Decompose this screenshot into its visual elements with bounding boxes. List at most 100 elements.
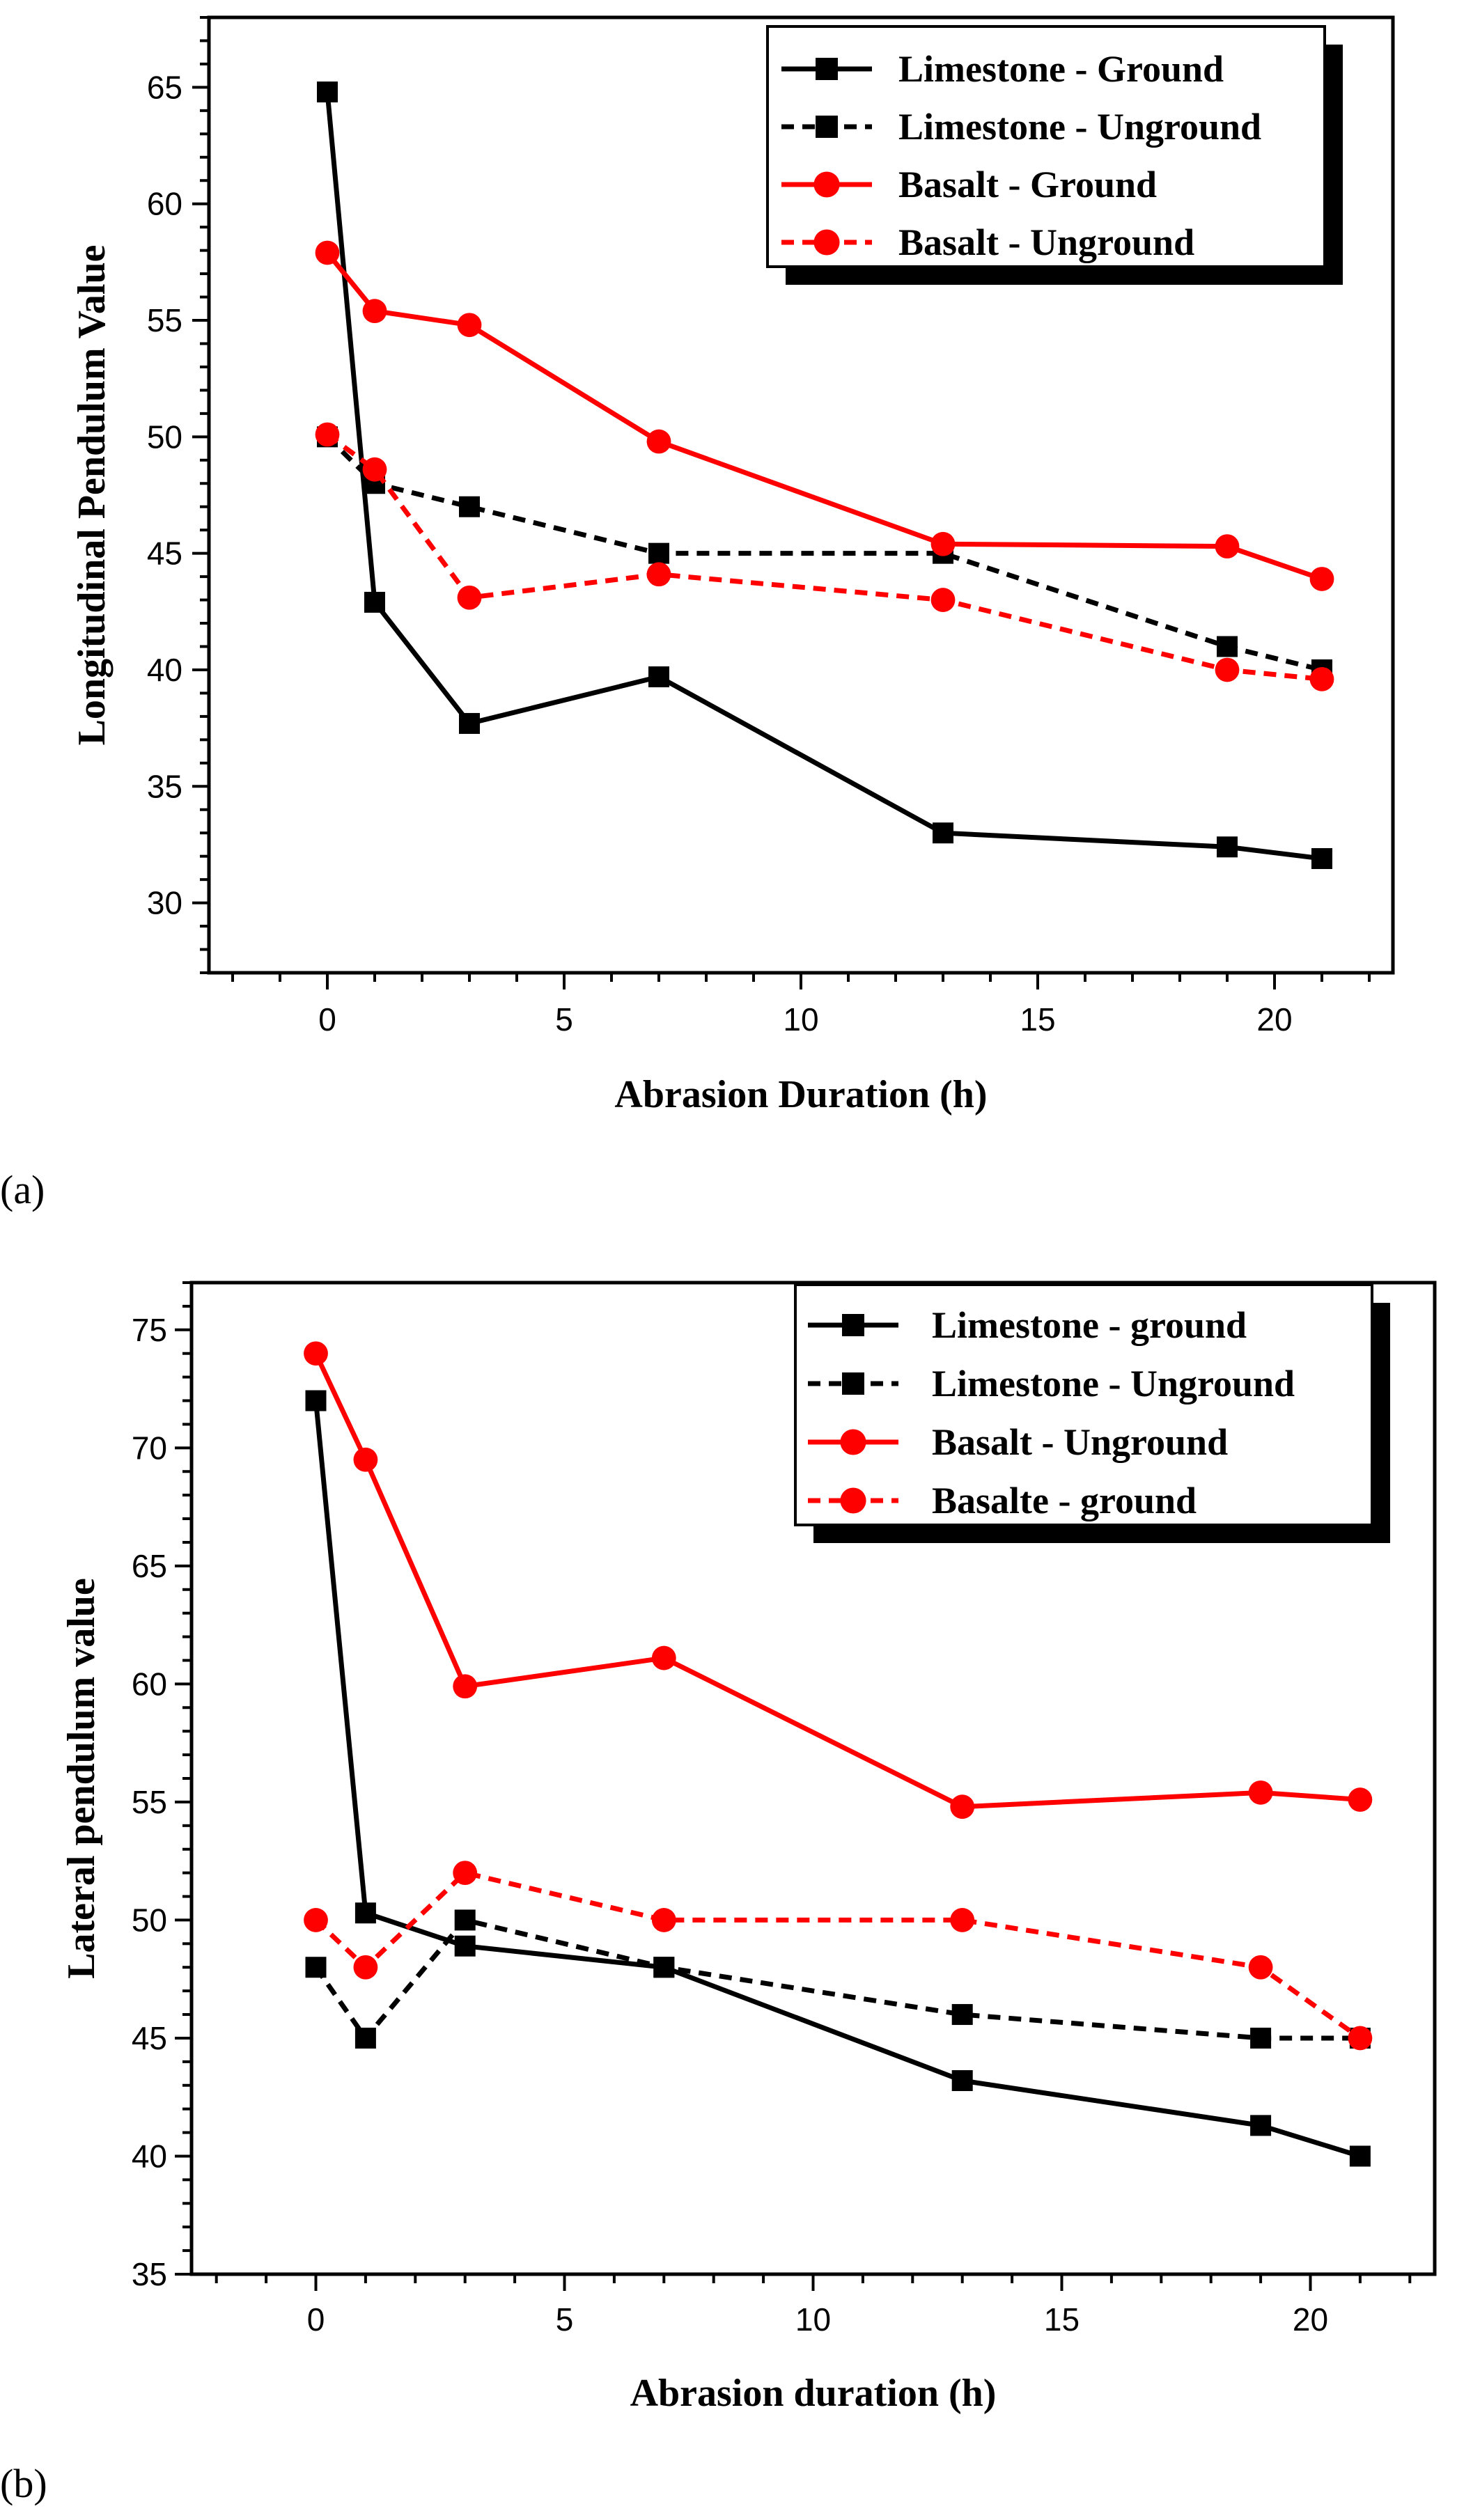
data-point [305, 1957, 327, 1978]
y-tick-label: 55 [147, 302, 182, 338]
x-axis-title-a: Abrasion Duration (h) [614, 1073, 987, 1116]
data-point [1248, 1780, 1273, 1805]
y-tick-label: 35 [147, 768, 182, 804]
x-tick-label: 0 [318, 1001, 336, 1038]
series-basalt-ground [315, 240, 1334, 591]
data-point [459, 712, 480, 734]
data-point [651, 1645, 676, 1670]
series-basalt-unground [315, 422, 1334, 691]
data-point [454, 1935, 476, 1957]
legend-marker [842, 1372, 864, 1395]
legend-marker [813, 229, 840, 256]
legend-item: Limestone - Unground [808, 1363, 1295, 1404]
data-point [930, 531, 956, 556]
data-point [646, 429, 671, 454]
data-point [933, 822, 953, 844]
x-tick-label: 0 [307, 2301, 325, 2338]
data-point [304, 1341, 328, 1366]
data-point [1348, 1787, 1373, 1812]
y-tick-label: 45 [132, 2020, 167, 2056]
data-point [459, 496, 480, 517]
data-point [1250, 2027, 1272, 2049]
y-tick-label: 40 [132, 2138, 167, 2174]
data-point [453, 1674, 478, 1699]
chart-panel-a: (a) 0 5 10 15 20 30 35 40 45 50 55 60 65 Abrasion Dur… [0, 15, 1395, 1212]
legend-marker [816, 58, 838, 80]
panel-label-b: (b) [0, 2461, 47, 2506]
y-tick-label: 65 [147, 69, 182, 105]
legend-label: Limestone - ground [932, 1304, 1247, 1346]
data-point [648, 542, 669, 564]
data-point [317, 81, 338, 103]
x-tick-label: 10 [795, 2301, 831, 2338]
series-basalte-ground [304, 1861, 1373, 2051]
data-point [1215, 534, 1240, 559]
legend-item: Basalt - Unground [808, 1421, 1228, 1463]
data-point [1349, 2145, 1371, 2167]
y-tick-label: 60 [147, 186, 182, 222]
data-point [305, 1390, 327, 1411]
legend-marker [813, 171, 840, 198]
series-line [325, 435, 1323, 673]
data-point [1309, 666, 1334, 691]
series-basalt-unground [304, 1341, 1373, 1819]
data-point [1217, 636, 1238, 657]
y-tick-label: 75 [132, 1312, 167, 1348]
data-point [1309, 567, 1334, 591]
data-point [648, 666, 669, 688]
legend-b: Limestone - ground Limestone - Unground Ba… [794, 1283, 1390, 1543]
y-tick-label: 40 [147, 652, 182, 688]
y-tick-label: 55 [132, 1784, 167, 1820]
y-axis-title-b: Lateral pendulum value [60, 1578, 103, 1979]
x-tick-label: 20 [1293, 2301, 1328, 2338]
y-tick-label: 50 [147, 418, 182, 455]
legend-item: Basalte - ground [808, 1480, 1197, 1521]
legend-item: Limestone - ground [808, 1304, 1247, 1346]
legend-item: Limestone - Ground [781, 48, 1224, 90]
data-point [354, 2027, 376, 2049]
data-point [1215, 657, 1240, 682]
series-line [325, 432, 1323, 682]
data-point [454, 1909, 476, 1931]
y-tick-label: 45 [147, 535, 182, 572]
x-tick-label: 5 [556, 2301, 574, 2338]
data-point [304, 1908, 328, 1932]
x-axis-b: 0 5 10 15 20 [215, 2274, 1412, 2338]
x-tick-label: 20 [1256, 1001, 1292, 1038]
data-point [646, 562, 671, 587]
legend-label: Basalt - Unground [898, 221, 1194, 263]
legend-item: Limestone - Unground [781, 106, 1261, 148]
legend-marker [842, 1314, 864, 1336]
y-tick-label: 35 [132, 2256, 167, 2292]
series-limestone-unground [317, 426, 1332, 680]
legend-label: Limestone - Unground [932, 1363, 1295, 1404]
data-point [457, 585, 482, 610]
data-point [951, 2069, 973, 2091]
data-point [457, 313, 482, 338]
legend-marker [840, 1487, 866, 1514]
data-point [364, 591, 385, 613]
data-point [354, 1902, 376, 1924]
data-point [1217, 836, 1238, 858]
data-point [315, 422, 340, 447]
x-tick-label: 15 [1044, 2301, 1080, 2338]
chart-panel-b: (b) 0 5 10 15 20 35 40 45 50 55 60 65 70 75 Abrasion d… [0, 1281, 1437, 2506]
legend-label: Basalt - Ground [898, 164, 1157, 205]
data-point [453, 1861, 478, 1886]
data-point [930, 588, 956, 612]
legend-label: Basalte - ground [932, 1480, 1197, 1521]
data-point [362, 299, 387, 324]
y-axis-a: 30 35 40 45 50 55 60 65 [147, 16, 209, 974]
data-point [1348, 2026, 1373, 2051]
data-point [950, 1794, 975, 1819]
y-axis-title-a: Longitudinal Pendulum Value [70, 245, 114, 746]
y-tick-label: 50 [132, 1902, 167, 1938]
x-axis-a: 0 5 10 15 20 [231, 973, 1371, 1038]
legend-marker [816, 116, 838, 138]
y-tick-label: 60 [132, 1666, 167, 1702]
data-point [951, 2004, 973, 2026]
legend-marker [840, 1429, 866, 1455]
data-point [651, 1908, 676, 1932]
x-tick-label: 10 [783, 1001, 818, 1038]
